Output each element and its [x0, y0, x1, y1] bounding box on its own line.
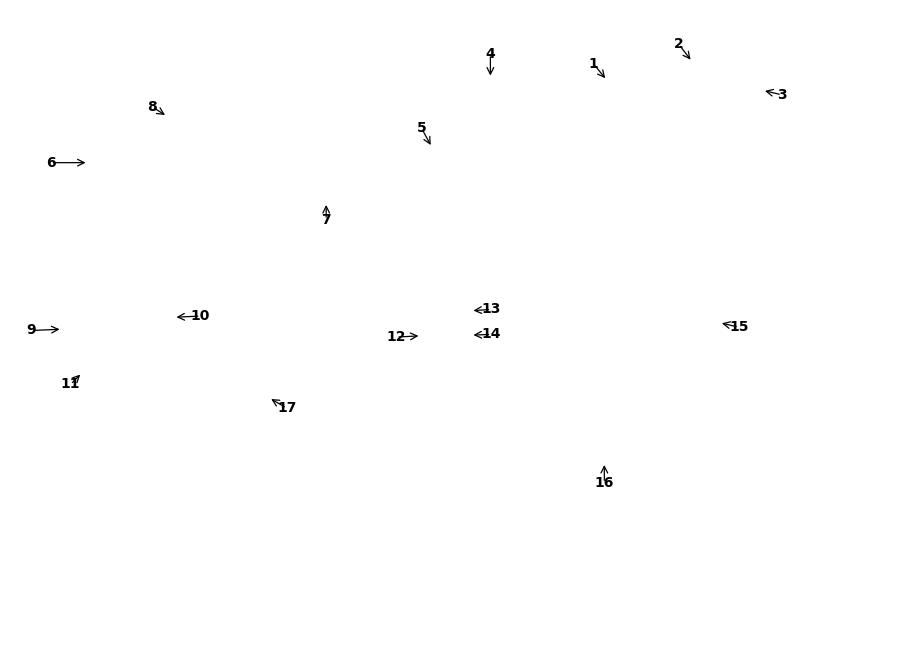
- Text: 15: 15: [729, 320, 749, 334]
- Text: 8: 8: [148, 100, 157, 114]
- Text: 16: 16: [595, 476, 614, 490]
- Text: 14: 14: [482, 327, 501, 342]
- Text: 13: 13: [482, 303, 501, 317]
- Text: 5: 5: [417, 121, 427, 135]
- Text: 2: 2: [674, 37, 684, 51]
- Text: 4: 4: [485, 47, 495, 61]
- Text: 1: 1: [589, 57, 598, 71]
- Text: 6: 6: [46, 155, 56, 170]
- Text: 9: 9: [26, 323, 36, 338]
- Text: 12: 12: [386, 330, 406, 344]
- Text: 17: 17: [277, 401, 296, 415]
- Text: 11: 11: [60, 377, 80, 391]
- Text: 3: 3: [778, 88, 787, 102]
- Text: 10: 10: [191, 309, 211, 323]
- Text: 7: 7: [321, 213, 331, 227]
